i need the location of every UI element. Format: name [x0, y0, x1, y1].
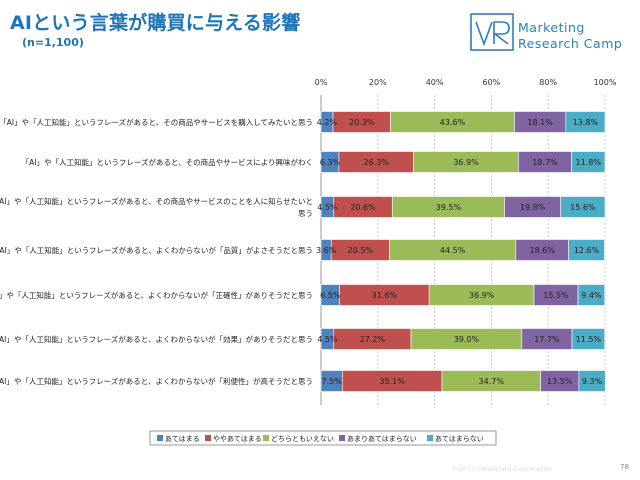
data-label: 7.5%: [321, 377, 342, 386]
bar-segment: [577, 284, 606, 306]
data-label: 20.3%: [349, 118, 375, 127]
legend-box: [149, 430, 497, 446]
data-label: 4.2%: [317, 118, 338, 127]
data-label: 6.3%: [320, 158, 341, 167]
bar-segment: [571, 151, 606, 173]
legend-label: ややあてはまる: [213, 435, 262, 443]
category-label: 思う: [298, 209, 313, 218]
data-label: 20.6%: [350, 203, 376, 212]
x-tick-label: 20%: [369, 78, 387, 87]
data-label: 4.5%: [317, 203, 338, 212]
data-label: 4.5%: [317, 335, 338, 344]
legend-label: あまりあてはまらない: [347, 435, 417, 443]
data-label: 11.5%: [576, 335, 602, 344]
sample-size: (n=1,100): [22, 36, 84, 49]
legend-label: あてはまらない: [435, 435, 484, 443]
data-label: 39.5%: [436, 203, 462, 212]
bar-segment: [571, 328, 606, 350]
data-label: 27.2%: [360, 335, 386, 344]
bar-segment: [568, 239, 605, 261]
legend-swatch: [339, 435, 345, 441]
data-label: 34.7%: [479, 377, 505, 386]
data-label: 19.8%: [520, 203, 546, 212]
copyright: ©2017 CloudGate Corporation: [452, 465, 552, 473]
legend-swatch: [205, 435, 211, 441]
brand-line-1: Marketing: [518, 20, 585, 35]
page-number: 78: [620, 463, 629, 471]
data-label: 15.5%: [543, 291, 569, 300]
brand-line-2: Research Camp: [518, 36, 623, 51]
category-label: AI」や「人工知能」というフレーズがあると、よくわからないが「正確性」がありそう…: [0, 290, 313, 300]
data-label: 17.7%: [534, 335, 560, 344]
category-label: 「AI」や「人工知能」というフレーズがあると、その商品やサービスにより興味がわく: [22, 157, 313, 167]
category-label: 「AI」や「人工知能」というフレーズがあると、よくわからないが「品質」がよさそう…: [0, 245, 313, 255]
data-label: 31.6%: [372, 291, 398, 300]
data-label: 36.9%: [469, 291, 495, 300]
vr-logo-icon: [470, 13, 514, 51]
x-tick-label: 40%: [426, 78, 444, 87]
data-label: 13.5%: [547, 377, 573, 386]
category-label: AI」や「人工知能」というフレーズがあると、その商品やサービスのことを人に知らせ…: [0, 196, 313, 206]
category-label: 「AI」や「人工知能」というフレーズがあると、その商品やサービスを購入してみたい…: [0, 117, 313, 127]
data-label: 18.7%: [532, 158, 558, 167]
brand-logo: [470, 13, 514, 51]
x-tick-label: 60%: [483, 78, 501, 87]
bar-segment: [565, 111, 606, 133]
category-label: 「AI」や「人工知能」というフレーズがあると、よくわからないが「効果」がありそう…: [0, 334, 313, 344]
legend-label: どちらともいえない: [271, 435, 334, 443]
data-label: 13.8%: [573, 118, 599, 127]
data-label: 9.4%: [581, 291, 602, 300]
legend-swatch: [427, 435, 433, 441]
data-label: 9.3%: [582, 377, 603, 386]
data-label: 12.6%: [574, 246, 600, 255]
data-label: 6.5%: [320, 291, 341, 300]
legend-swatch: [157, 435, 163, 441]
data-label: 15.6%: [570, 203, 596, 212]
data-label: 39.0%: [454, 335, 480, 344]
data-label: 43.6%: [440, 118, 466, 127]
data-label: 44.5%: [440, 246, 466, 255]
category-label: 「AI」や「人工知能」というフレーズがあると、よくわからないが「利便性」が高そう…: [0, 376, 313, 386]
data-label: 18.1%: [527, 118, 553, 127]
page-title: AIという言葉が購買に与える影響: [10, 12, 301, 34]
data-label: 26.3%: [364, 158, 390, 167]
data-label: 3.6%: [316, 246, 337, 255]
data-label: 11.8%: [576, 158, 602, 167]
x-tick-label: 0%: [315, 78, 328, 87]
x-tick-label: 100%: [594, 78, 617, 87]
bar-segment: [560, 196, 606, 218]
data-label: 18.6%: [530, 246, 556, 255]
legend-swatch: [263, 435, 269, 441]
data-label: 36.9%: [453, 158, 479, 167]
legend-label: あてはまる: [165, 435, 200, 443]
data-label: 35.1%: [379, 377, 405, 386]
data-label: 20.5%: [348, 246, 374, 255]
bar-segment: [578, 370, 606, 392]
x-tick-label: 80%: [539, 78, 557, 87]
